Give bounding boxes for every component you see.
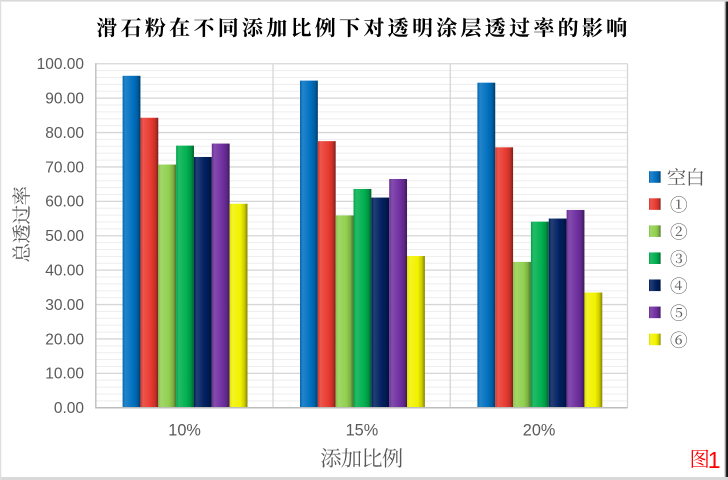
svg-text:15%: 15% [346,422,379,440]
svg-text:80.00: 80.00 [45,125,84,142]
svg-text:10.00: 10.00 [45,366,84,383]
svg-text:40.00: 40.00 [45,262,84,279]
svg-text:30.00: 30.00 [45,297,84,314]
svg-text:20.00: 20.00 [45,331,84,348]
svg-text:1: 1 [708,447,721,473]
svg-text:0.00: 0.00 [54,400,85,417]
svg-text:70.00: 70.00 [45,159,84,176]
svg-text:100.00: 100.00 [37,56,85,73]
svg-text:20%: 20% [523,422,556,440]
svg-text:60.00: 60.00 [45,194,84,211]
svg-text:10%: 10% [168,422,201,440]
svg-text:50.00: 50.00 [45,228,84,245]
svg-text:90.00: 90.00 [45,90,84,107]
